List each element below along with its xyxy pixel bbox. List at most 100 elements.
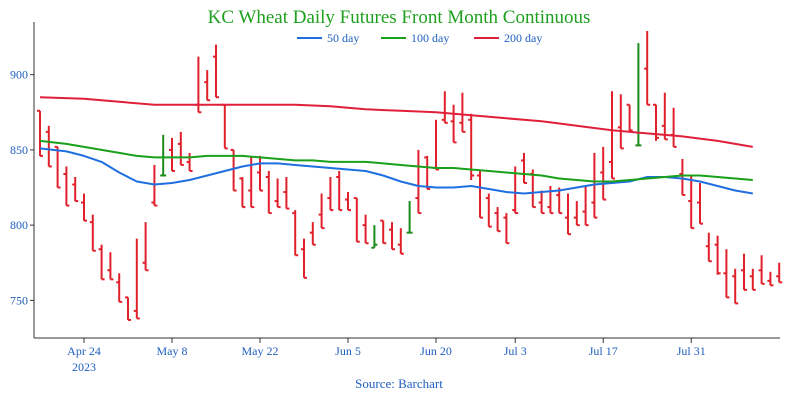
ohlc-bar-41 (397, 228, 404, 255)
ohlc-bar-77 (714, 235, 721, 275)
ohlc-bar-7 (98, 244, 105, 281)
ohlc-bar-50 (477, 169, 483, 219)
ohlc-bar-46 (441, 91, 448, 124)
x-tick-label-3: Jun 5 (335, 344, 361, 358)
y-tick-label-900: 900 (10, 68, 28, 82)
y-axis-ticks: 750 800 850 900 (10, 68, 34, 307)
legend-label-ma100: 100 day (411, 31, 449, 45)
ohlc-bar-44 (424, 155, 431, 191)
x-tick-label-6: Jul 17 (589, 344, 618, 358)
ohlc-bar-43 (415, 149, 422, 215)
ohlc-bar-70 (653, 103, 659, 141)
x-tick-label-7: Jul 31 (677, 344, 706, 358)
y-tick-label-850: 850 (10, 143, 28, 157)
ohlc-bar-39 (380, 219, 387, 245)
ohlc-bar-68 (635, 43, 642, 147)
ohlc-bar-67 (626, 103, 633, 132)
ohlc-bar-8 (107, 252, 114, 281)
ohlc-bar-45 (433, 119, 439, 171)
ohlc-bar-14 (160, 134, 167, 177)
ohlc-bar-75 (697, 183, 703, 225)
ohlc-bar-42 (406, 201, 413, 234)
ohlc-bar-36 (353, 197, 360, 243)
ohlc-bar-15 (169, 137, 175, 172)
series-line-ma200 (39, 96, 753, 148)
ohlc-bar-40 (389, 222, 395, 251)
ohlc-bar-38 (371, 225, 378, 249)
ohlc-bar-30 (301, 238, 307, 279)
ohlc-bar-19 (204, 70, 211, 102)
ohlc-bar-66 (617, 94, 624, 150)
ohlc-bar-34 (336, 170, 343, 212)
ohlc-bar-35 (345, 192, 351, 212)
ohlc-bar-28 (283, 176, 290, 210)
ohlc-bar-11 (133, 238, 140, 320)
ohlc-bar-33 (327, 176, 334, 212)
plot-area: 750 800 850 900 Apr 24 2023 May 8 May 22 Jun 5 J… (10, 22, 783, 374)
x-tick-label-5: Jul 3 (504, 344, 527, 358)
ohlc-bar-59 (556, 187, 563, 215)
ohlc-bar-12 (142, 222, 149, 272)
ohlc-bar-72 (670, 107, 677, 148)
ohlc-bar-26 (265, 170, 272, 215)
ohlc-bar-23 (239, 176, 246, 209)
ohlc-bar-17 (186, 152, 193, 172)
ohlc-bar-80 (741, 253, 747, 291)
ohlc-bar-31 (309, 222, 316, 246)
ohlc-bar-84 (776, 262, 783, 284)
x-tick-label-2: May 22 (242, 344, 279, 358)
ohlc-bar-16 (177, 131, 184, 166)
ohlc-bar-27 (274, 178, 281, 209)
ohlc-bar-78 (723, 249, 730, 299)
x-tick-sublabel-0: 2023 (72, 360, 96, 374)
ohlc-bar-4 (72, 176, 79, 203)
ohlc-bar-79 (732, 268, 739, 305)
series-line-ma50 (39, 147, 753, 195)
ohlc-bar-65 (609, 91, 615, 180)
ohlc-bar-37 (362, 214, 369, 245)
ohlc-bar-69 (644, 31, 651, 106)
ohlc-bar-47 (450, 104, 457, 144)
ohlc-bar-3 (63, 166, 70, 207)
ohlc-bar-25 (257, 155, 263, 192)
ohlc-bar-60 (565, 193, 571, 236)
ohlc-bar-55 (521, 152, 527, 185)
ohlc-bar-10 (125, 296, 131, 321)
ohlc-bar-5 (81, 193, 87, 222)
ohlc-bar-81 (749, 268, 756, 291)
ohlc-bar-48 (459, 92, 466, 133)
ohlc-bar-82 (758, 255, 765, 285)
x-tick-label-0: Apr 24 (67, 344, 101, 358)
legend-label-ma50: 50 day (327, 31, 359, 45)
ohlc-bar-83 (767, 271, 774, 287)
x-tick-label-4: Jun 20 (420, 344, 452, 358)
ohlc-bar-2 (54, 145, 61, 189)
x-axis-ticks: Apr 24 2023 May 8 May 22 Jun 5 Jun 20 Jul 3 Jul… (67, 338, 706, 374)
series-line-ma100 (39, 139, 753, 183)
ohlc-bar-51 (485, 193, 492, 228)
ohlc-bar-71 (661, 92, 668, 141)
ohlc-bars (37, 31, 783, 321)
ohlc-bar-52 (494, 207, 501, 233)
ohlc-bar-29 (292, 210, 299, 257)
ohlc-bar-53 (503, 213, 510, 245)
x-tick-label-1: May 8 (157, 344, 188, 358)
ohlc-bar-76 (705, 232, 712, 263)
ohlc-bar-74 (688, 175, 695, 230)
ohlc-bar-64 (600, 146, 607, 201)
y-tick-label-750: 750 (10, 293, 28, 307)
ohlc-bar-73 (679, 158, 686, 197)
ohlc-bar-9 (116, 273, 123, 303)
moving-average-lines (39, 96, 753, 195)
y-tick-label-800: 800 (10, 218, 28, 232)
legend-label-ma200: 200 day (504, 31, 542, 45)
ohlc-bar-20 (213, 44, 219, 99)
ohlc-bar-61 (573, 201, 580, 227)
ohlc-bar-1 (45, 125, 52, 168)
legend: 50 day 100 day 200 day (297, 31, 542, 45)
chart-title: KC Wheat Daily Futures Front Month Conti… (208, 7, 591, 28)
ohlc-bar-62 (582, 186, 589, 227)
ohlc-bar-21 (221, 103, 228, 150)
ohlc-bar-57 (538, 190, 545, 215)
